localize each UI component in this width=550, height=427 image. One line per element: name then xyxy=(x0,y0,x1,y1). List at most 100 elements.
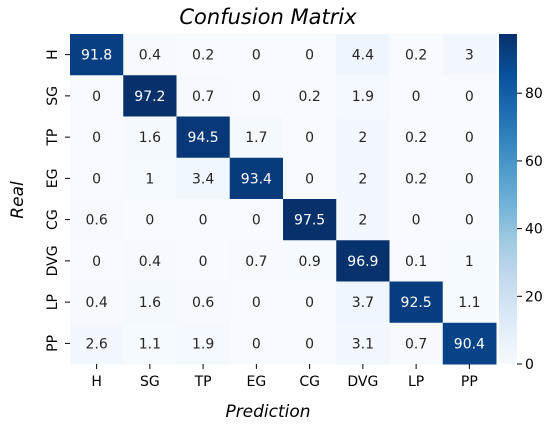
cell-value-label: 97.2 xyxy=(134,89,165,105)
colorbar xyxy=(499,34,517,364)
cell-value-label: 0 xyxy=(92,171,101,187)
heatmap-cell xyxy=(442,281,497,324)
cell-value-label: 0 xyxy=(465,130,474,146)
cell-value-label: 0 xyxy=(305,336,314,352)
cell-value-label: 0.7 xyxy=(405,336,427,352)
heatmap-cells: 91.8 0.4 0.2 0 0 4.4 0.2 3 0 97.2 0.7 0 0.2 1.9 0 0 0 1.6… xyxy=(70,34,497,365)
cell-value-label: 0 xyxy=(465,213,474,229)
x-tick-label: SG xyxy=(140,374,160,390)
cell-value-label: 0.6 xyxy=(85,213,107,229)
cell-value-label: 0 xyxy=(305,130,314,146)
heatmap-cell xyxy=(442,116,497,159)
colorbar-tick-label: 40 xyxy=(525,222,543,238)
cell-value-label: 3 xyxy=(465,48,474,64)
cell-value-label: 0.7 xyxy=(245,254,267,270)
heatmap-cell xyxy=(389,157,444,200)
heatmap-cell xyxy=(283,34,337,76)
x-tick-label: CG xyxy=(299,374,320,390)
cell-value-label: 93.4 xyxy=(241,171,272,187)
cell-value-label: 94.5 xyxy=(188,130,219,146)
heatmap-cell xyxy=(283,322,337,365)
heatmap-cell xyxy=(442,322,497,365)
heatmap-cell xyxy=(176,34,231,76)
heatmap-cell xyxy=(70,157,124,200)
heatmap-cell xyxy=(229,116,284,159)
heatmap-cell xyxy=(442,157,497,200)
y-tick-label: SG xyxy=(45,86,61,106)
heatmap-cell xyxy=(123,240,177,282)
cell-value-label: 1.1 xyxy=(139,336,161,352)
colorbar-tick-label: 60 xyxy=(525,154,543,170)
heatmap-cell xyxy=(176,240,231,282)
x-axis-ticks: H SG TP EG CG DVG LP PP xyxy=(91,364,478,390)
cell-value-label: 1.6 xyxy=(139,130,161,146)
heatmap-cell xyxy=(389,240,444,282)
colorbar-tick-label: 20 xyxy=(525,289,543,305)
cell-value-label: 0 xyxy=(305,48,314,64)
heatmap-cell xyxy=(176,116,231,159)
heatmap-cell xyxy=(442,199,497,241)
cell-value-label: 1.6 xyxy=(139,295,161,311)
cell-value-label: 0.6 xyxy=(192,295,214,311)
cell-value-label: 91.8 xyxy=(81,48,112,64)
cell-value-label: 3.7 xyxy=(352,295,374,311)
heatmap-cell xyxy=(229,75,284,117)
heatmap-cell xyxy=(123,34,177,76)
x-tick-label: DVG xyxy=(347,374,378,390)
cell-value-label: 0 xyxy=(92,254,101,270)
heatmap-cell xyxy=(283,281,337,324)
cell-value-label: 0 xyxy=(465,171,474,187)
cell-value-label: 0.4 xyxy=(139,48,161,64)
heatmap-cell xyxy=(336,281,390,324)
cell-value-label: 0 xyxy=(92,89,101,105)
cell-value-label: 0 xyxy=(199,254,208,270)
cell-value-label: 1 xyxy=(145,171,154,187)
heatmap-cell xyxy=(123,322,177,365)
cell-value-label: 0.2 xyxy=(405,48,427,64)
cell-value-label: 0 xyxy=(412,89,421,105)
cell-value-label: 0 xyxy=(252,48,261,64)
x-tick-label: H xyxy=(91,374,102,390)
cell-value-label: 0.9 xyxy=(298,254,320,270)
y-tick-label: H xyxy=(45,49,61,60)
heatmap-cell xyxy=(283,199,337,241)
heatmap-cell xyxy=(123,75,177,117)
x-tick-label: EG xyxy=(247,374,267,390)
heatmap-cell xyxy=(229,199,284,241)
y-tick-label: PP xyxy=(45,335,61,352)
cell-value-label: 0 xyxy=(412,213,421,229)
heatmap-cell xyxy=(176,322,231,365)
y-tick-label: DVG xyxy=(45,245,61,276)
cell-value-label: 2.6 xyxy=(85,336,107,352)
cell-value-label: 90.4 xyxy=(454,336,485,352)
heatmap-cell xyxy=(336,199,390,241)
x-axis-label: Prediction xyxy=(225,402,310,422)
cell-value-label: 96.9 xyxy=(347,254,378,270)
heatmap-cell xyxy=(176,199,231,241)
cell-value-label: 0 xyxy=(305,295,314,311)
heatmap-cell xyxy=(336,322,390,365)
cell-value-label: 0 xyxy=(252,336,261,352)
heatmap-cell xyxy=(176,75,231,117)
y-tick-label: TP xyxy=(45,129,61,147)
y-tick-label: LP xyxy=(45,294,61,310)
cell-value-label: 0 xyxy=(252,89,261,105)
x-tick-label: LP xyxy=(408,374,424,390)
y-axis-ticks: H SG TP EG CG DVG LP PP xyxy=(45,49,70,352)
cell-value-label: 4.4 xyxy=(352,48,374,64)
colorbar-tick-label: 80 xyxy=(525,86,543,102)
heatmap-cell xyxy=(389,75,444,117)
cell-value-label: 0 xyxy=(252,295,261,311)
heatmap-cell xyxy=(336,116,390,159)
cell-value-label: 92.5 xyxy=(401,295,432,311)
cell-value-label: 1.9 xyxy=(352,89,374,105)
x-tick-label: TP xyxy=(194,374,212,390)
heatmap-cell xyxy=(70,116,124,159)
heatmap-cell xyxy=(229,281,284,324)
colorbar-ticks: 0 20 40 60 80 xyxy=(517,86,543,373)
cell-value-label: 0.4 xyxy=(139,254,161,270)
heatmap-cell xyxy=(70,34,124,76)
cell-value-label: 0 xyxy=(145,213,154,229)
heatmap-cell xyxy=(123,281,177,324)
heatmap-cell xyxy=(123,157,177,200)
